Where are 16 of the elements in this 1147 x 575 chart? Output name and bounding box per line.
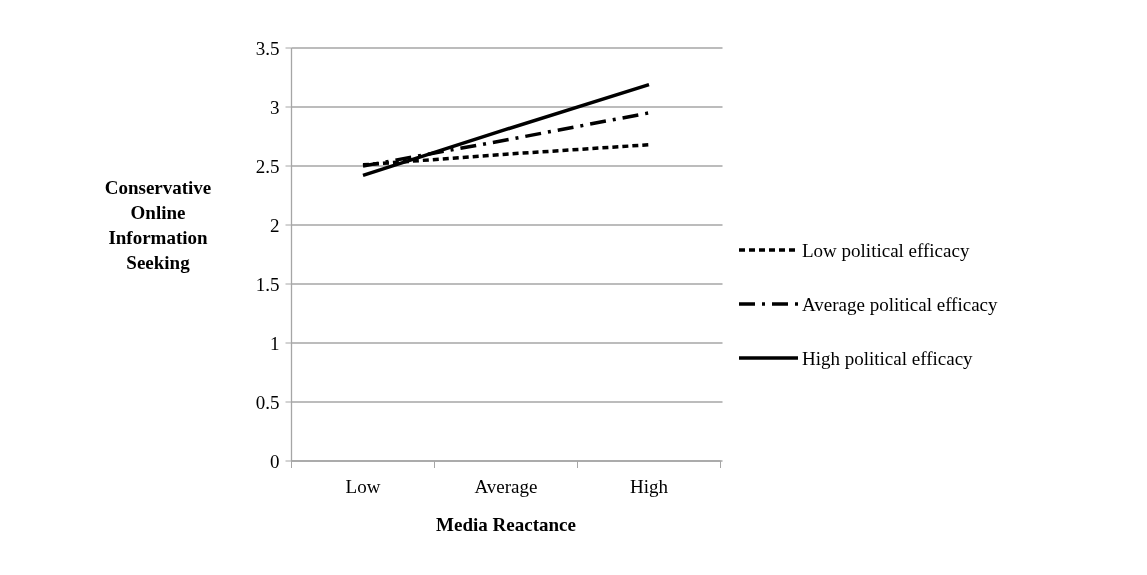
legend-label: Average political efficacy	[802, 293, 999, 315]
y-tick-label: 2.5	[255, 155, 280, 177]
y-axis-title: Conservative Online Information Seeking	[104, 177, 212, 274]
y-tick-label: 2	[270, 214, 280, 236]
x-tick-label: High	[630, 476, 669, 497]
x-tick-label: Low	[345, 476, 381, 497]
y-tick-label: 0.5	[255, 391, 280, 413]
x-axis-title: Media Reactance	[436, 514, 576, 535]
x-tick-label: Average	[474, 476, 538, 497]
y-tick-label: 1	[270, 332, 280, 354]
legend-label: High political efficacy	[802, 347, 974, 369]
legend-label: Low political efficacy	[802, 239, 970, 261]
y-tick-label: 1.5	[255, 273, 280, 295]
y-tick-label: 3	[270, 96, 280, 118]
y-tick-label: 0	[270, 450, 280, 472]
y-tick-label: 3.5	[255, 37, 280, 59]
